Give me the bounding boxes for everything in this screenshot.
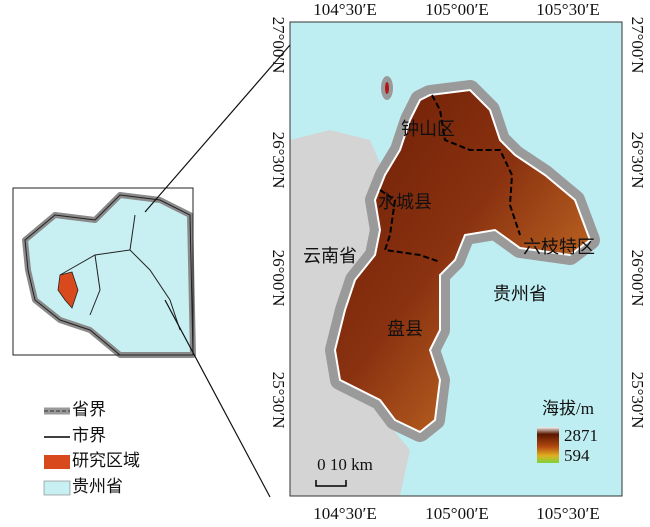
- top-axis-label: 105°30′E: [536, 0, 599, 19]
- top-axis-label: 104°30′E: [313, 0, 376, 19]
- legend-label: 贵州省: [72, 477, 123, 496]
- left-axis-label: 26°30′N: [269, 132, 288, 189]
- scale-bar: [315, 480, 347, 487]
- legend-label: 省界: [72, 400, 106, 419]
- main-map: 104°30′E 105°00′E 105°30′E 104°30′E 105°…: [269, 0, 647, 523]
- city-boundary: [431, 94, 521, 236]
- map-frame: [289, 21, 623, 497]
- city-boundary: [379, 189, 441, 263]
- right-axis-label: 27°00′N: [628, 17, 647, 74]
- right-axis-label: 26°00′N: [628, 250, 647, 307]
- scale-bar-label: 0 10 km: [317, 455, 373, 474]
- elevation-max: 2871: [564, 426, 598, 445]
- legend-study-symbol: [44, 455, 70, 469]
- bottom-axis-label: 105°00′E: [425, 504, 488, 523]
- city-line: [89, 254, 101, 316]
- right-axis-label: 25°30′N: [628, 372, 647, 429]
- place-label: 六枝特区: [523, 237, 595, 257]
- left-axis-label: 26°00′N: [269, 250, 288, 307]
- legend-label: 研究区域: [72, 451, 140, 470]
- inset-frame: [12, 187, 194, 356]
- city-line: [129, 214, 136, 251]
- place-label: 盘县: [387, 319, 423, 339]
- study-area-inset: [57, 271, 79, 309]
- island: [385, 82, 389, 94]
- legend-guizhou-symbol: [43, 480, 71, 496]
- elevation-color-bar: [537, 427, 559, 463]
- bottom-axis-label: 104°30′E: [313, 504, 376, 523]
- legend: 省界 市界 研究区域 贵州省: [43, 400, 140, 496]
- left-axis-label: 25°30′N: [269, 372, 288, 429]
- yunnan-region: [290, 130, 410, 496]
- legend-label: 市界: [72, 426, 106, 445]
- zoom-line: [164, 299, 271, 498]
- elevation-min: 594: [564, 446, 590, 465]
- right-axis-label: 26°30′N: [628, 132, 647, 189]
- zoom-line: [144, 44, 291, 213]
- inset-map: [12, 44, 291, 498]
- place-label: 钟山区: [401, 119, 455, 139]
- left-axis-label: 27°00′N: [269, 17, 288, 74]
- city-line: [59, 249, 181, 331]
- place-label: 水城县: [378, 192, 432, 212]
- study-area-terrain: [333, 88, 592, 434]
- elevation-legend-title: 海拔/m: [542, 399, 594, 418]
- place-label: 云南省: [303, 246, 357, 266]
- place-label: 贵州省: [493, 284, 547, 304]
- bottom-axis-label: 105°30′E: [536, 504, 599, 523]
- top-axis-label: 105°00′E: [425, 0, 488, 19]
